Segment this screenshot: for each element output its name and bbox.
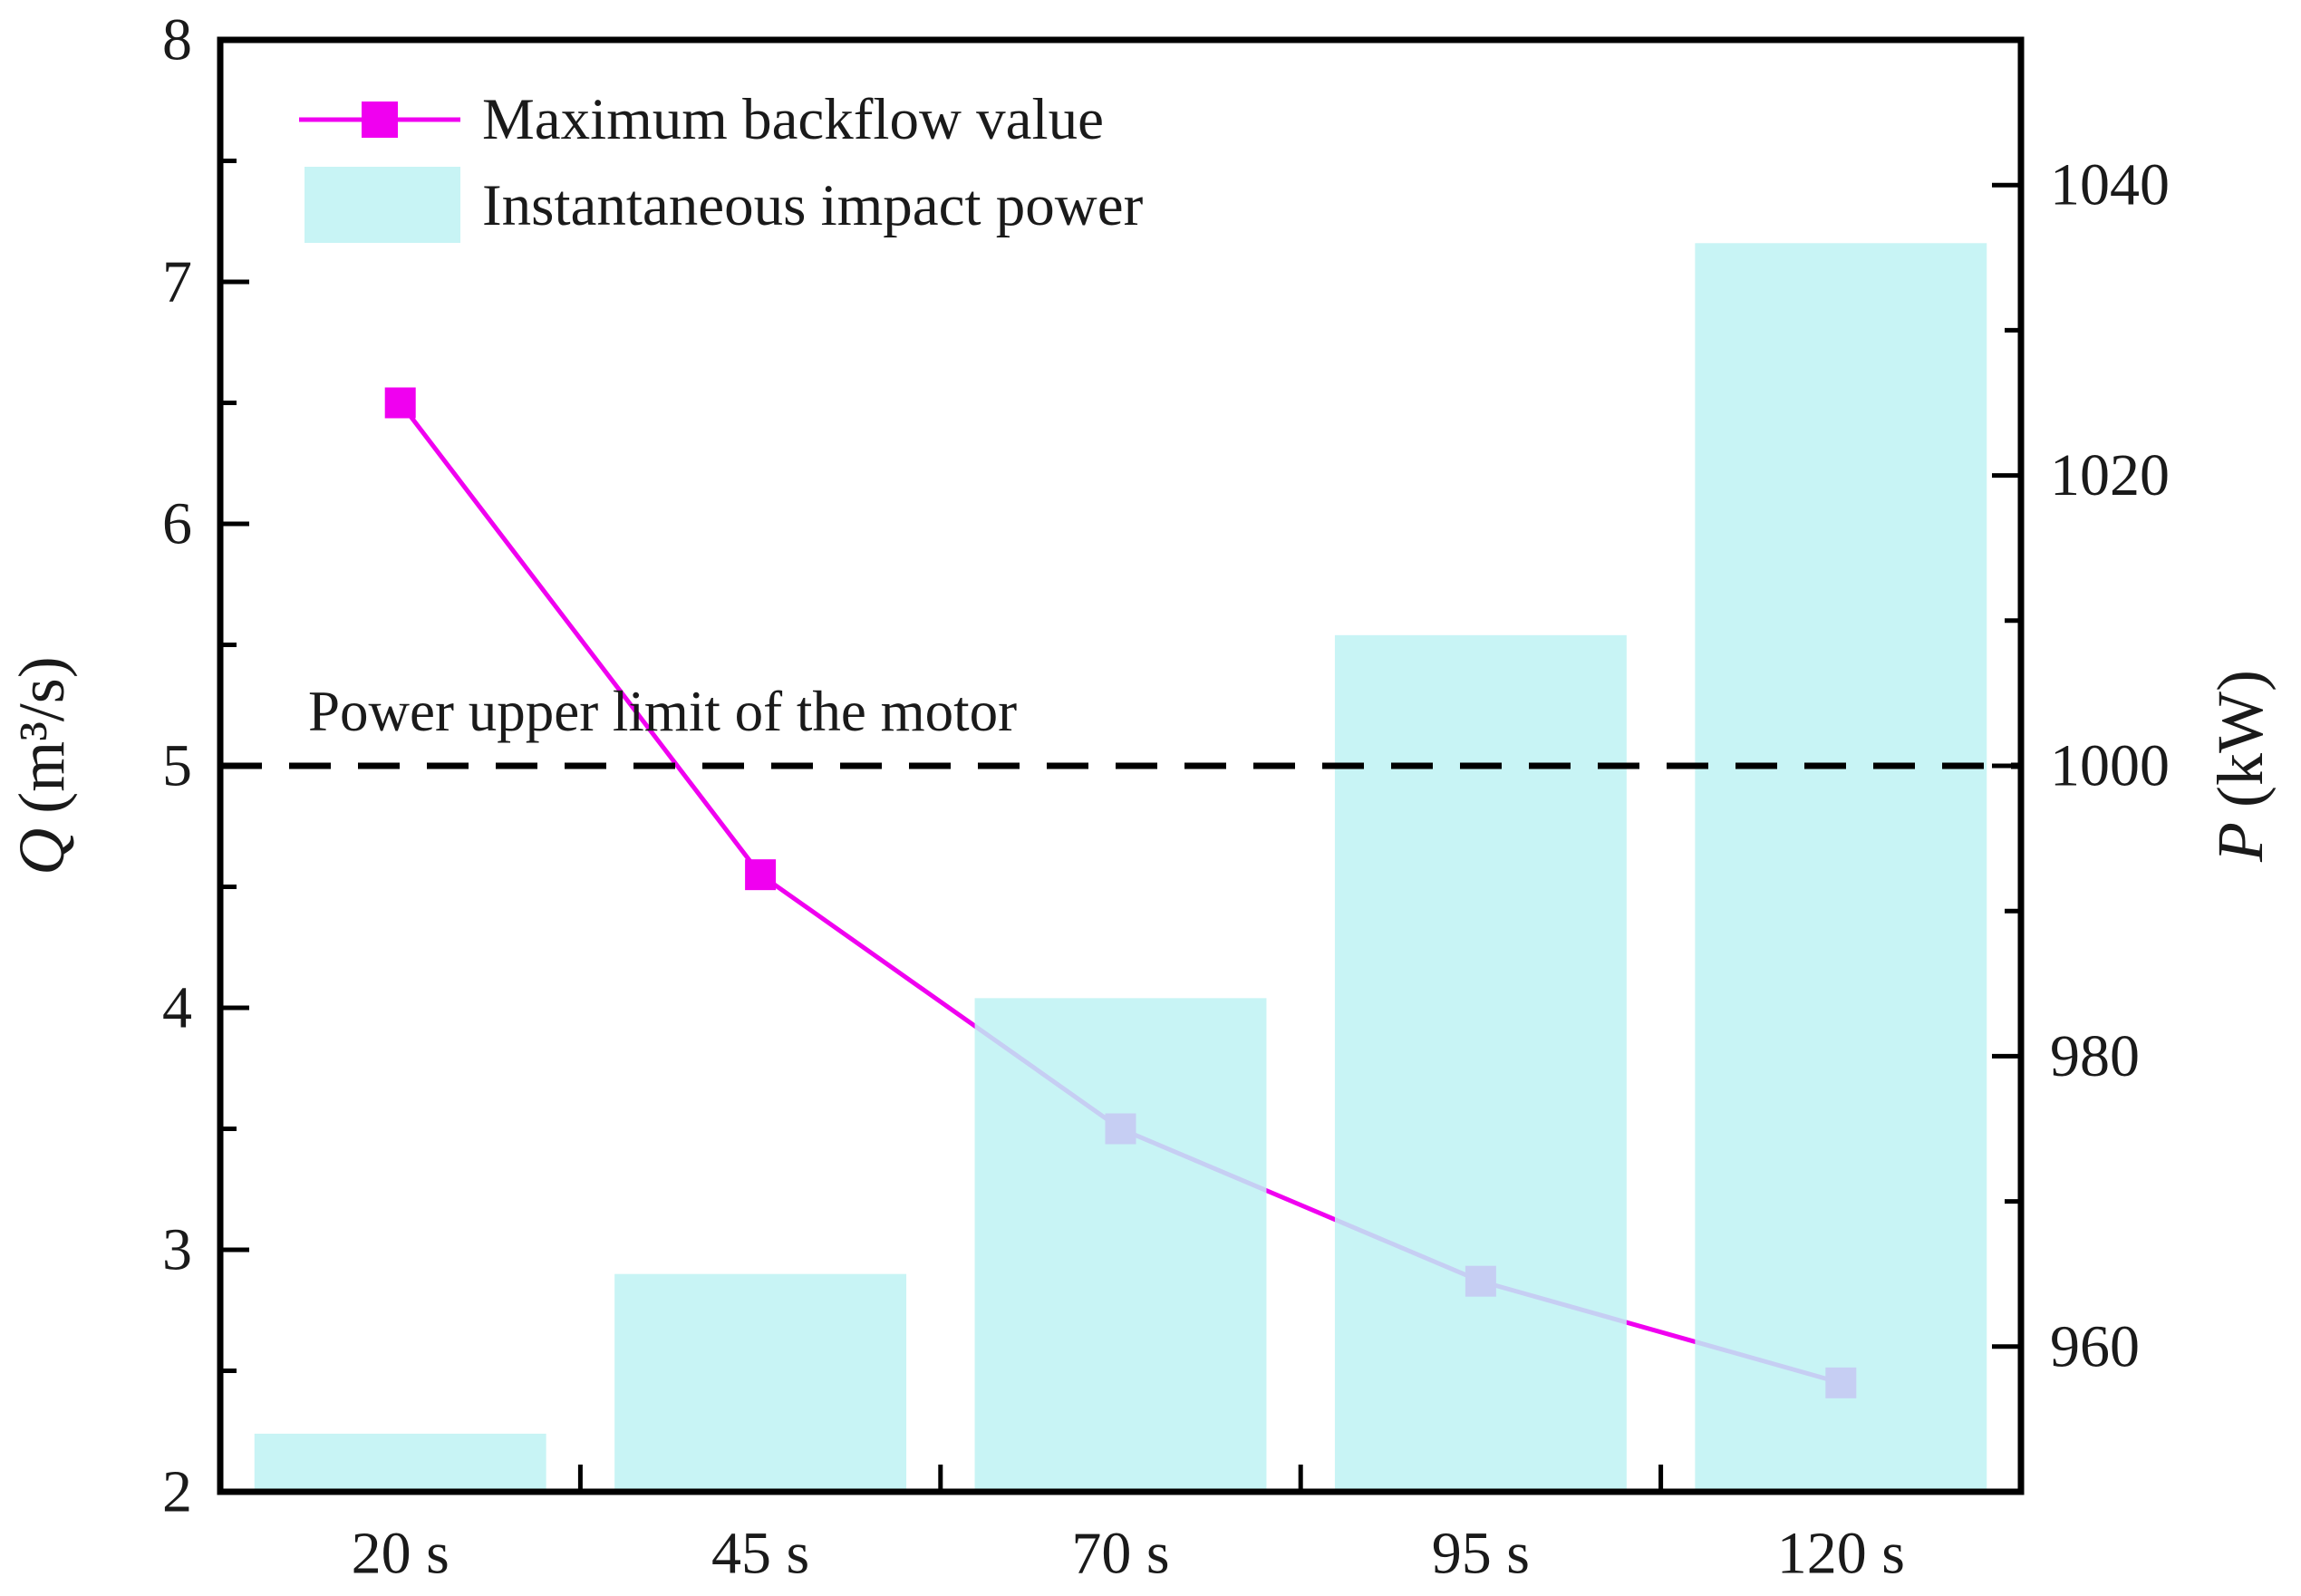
legend: Maximum backflow value Instantaneous impa… xyxy=(299,87,1144,243)
x-tick-label: 70 s xyxy=(1071,1521,1169,1587)
axis-tick-labels: 2 3 4 5 6 7 8 960 980 1000 1020 1040 20 s 45 s 70 s 95 … xyxy=(162,7,2170,1587)
left-tick-label: 8 xyxy=(162,7,192,73)
left-tick-label: 7 xyxy=(162,249,192,315)
x-tick-label: 95 s xyxy=(1432,1521,1530,1587)
left-tick-label: 3 xyxy=(162,1217,192,1283)
left-tick-label: 4 xyxy=(162,975,192,1041)
line-marker xyxy=(745,859,777,891)
impact-power-bar xyxy=(1334,634,1627,1492)
right-axis-title: P(kW) xyxy=(2204,670,2277,863)
right-tick-label: 960 xyxy=(2050,1313,2140,1379)
plot-frame xyxy=(217,36,2025,1495)
legend-label-line: Maximum backflow value xyxy=(482,87,1104,152)
impact-power-bar xyxy=(974,998,1267,1492)
left-tick-label: 2 xyxy=(162,1459,192,1525)
impact-power-bar xyxy=(1695,243,1987,1492)
left-tick-label: 5 xyxy=(162,733,192,799)
right-tick-label: 980 xyxy=(2050,1023,2140,1089)
impact-power-bar xyxy=(254,1433,546,1492)
reference-line-label: Power upper limit of the motor xyxy=(308,680,1017,743)
legend-label-bar: Instantaneous impact power xyxy=(482,173,1144,238)
impact-power-bar xyxy=(614,1273,907,1492)
right-tick-label: 1020 xyxy=(2050,442,2170,508)
legend-bar-swatch xyxy=(305,167,460,243)
x-tick-label: 20 s xyxy=(352,1521,450,1587)
x-tick-label: 45 s xyxy=(711,1521,809,1587)
x-tick-label: 120 s xyxy=(1777,1521,1905,1587)
line-marker xyxy=(384,387,416,419)
right-tick-label: 1040 xyxy=(2050,152,2170,218)
left-tick-label: 6 xyxy=(162,491,192,557)
left-axis-title: Q(m³/s) xyxy=(5,656,78,875)
right-tick-label: 1000 xyxy=(2050,733,2170,799)
legend-marker-sample xyxy=(362,102,398,138)
bar-series xyxy=(254,243,1987,1492)
